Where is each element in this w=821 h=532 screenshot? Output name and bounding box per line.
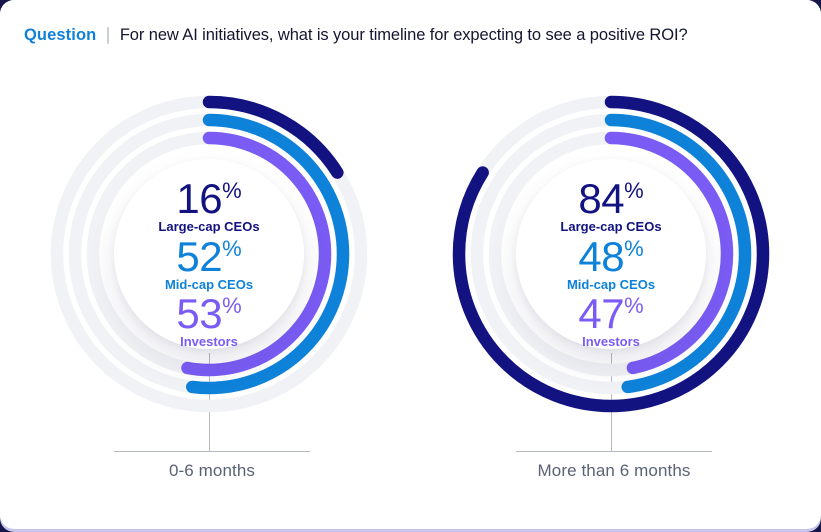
stat-large-cap-ceos: 16% Large-cap CEOs [114, 173, 304, 234]
stat-investors: 47% Investors [516, 288, 706, 349]
stat-value: 84% [578, 175, 644, 222]
stat-label: Large-cap CEOs [158, 219, 260, 234]
ring-arc-mid-cap-ceos [470, 113, 752, 395]
donut-rings-more-than-6-months [452, 95, 770, 413]
stat-value: 52% [176, 232, 242, 280]
connector-line-horizontal [516, 451, 712, 452]
question-header: Question For new AI initiatives, what is… [24, 26, 688, 45]
donut-rings-0-6-months [50, 95, 368, 413]
stat-mid-cap-ceos: 48% Mid-cap CEOs [516, 231, 706, 292]
stat-value: 53% [176, 290, 242, 337]
ring-arc-large-cap-ceos [50, 95, 368, 413]
header-divider [107, 27, 109, 44]
ring-arc-investors [488, 131, 734, 377]
question-text: For new AI initiatives, what is your tim… [119, 26, 688, 44]
center-circle: 16% Large-cap CEOs 52% Mid-cap CEOs 53% Inves… [114, 159, 304, 349]
ring-arc-mid-cap-ceos [68, 113, 350, 395]
stat-label: Investors [582, 334, 640, 349]
timeline-label-0-6-months: 0-6 months [168, 461, 256, 480]
stat-label: Mid-cap CEOs [164, 276, 254, 292]
stat-value: 48% [578, 232, 644, 280]
stat-investors: 53% Investors [114, 288, 304, 349]
question-label: Question [24, 26, 97, 44]
stat-large-cap-ceos: 84% Large-cap CEOs [516, 173, 706, 234]
stat-label: Mid-cap CEOs [566, 276, 656, 292]
ring-arc-investors [86, 131, 332, 377]
stat-value: 16% [176, 175, 242, 222]
stat-mid-cap-ceos: 52% Mid-cap CEOs [114, 231, 304, 292]
connector-line-horizontal [114, 451, 310, 452]
stat-label: Large-cap CEOs [560, 219, 662, 234]
ring-arc-large-cap-ceos [452, 95, 770, 413]
stat-value: 47% [578, 290, 644, 337]
timeline-label-more-than-6-months: More than 6 months [537, 461, 691, 480]
center-circle: 84% Large-cap CEOs 48% Mid-cap CEOs 47% Inves… [516, 159, 706, 349]
stat-label: Investors [180, 334, 238, 349]
